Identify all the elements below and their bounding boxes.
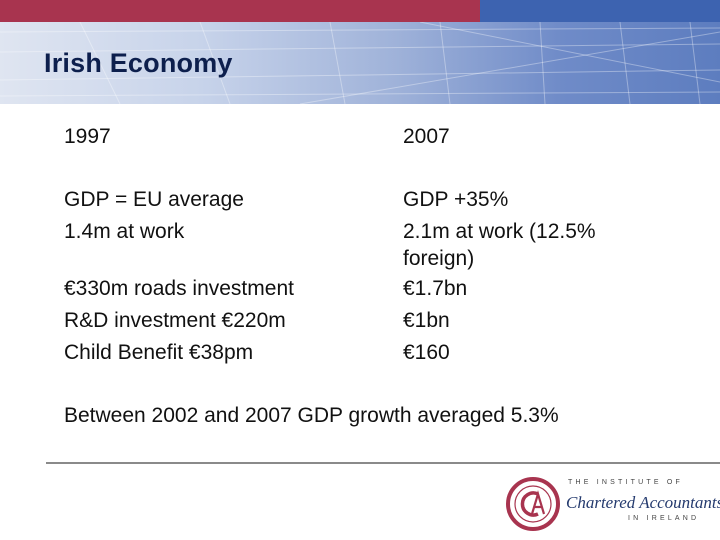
col1-child-benefit: Child Benefit €38pm [64,341,254,364]
col2-employment: 2.1m at work (12.5% [403,220,596,243]
institute-name: Chartered Accountants [566,493,720,512]
ca-monogram-icon [506,477,560,531]
col2-child-benefit: €160 [403,341,450,364]
header-grid-pattern [0,22,720,104]
col1-rd: R&D investment €220m [64,309,286,332]
col1-year: 1997 [64,125,111,148]
top-accent-bar-left [0,0,480,22]
footer-divider [46,462,720,464]
slide-header-banner: Irish Economy [0,22,720,104]
col2-employment-cont: foreign) [403,247,475,270]
col1-gdp: GDP = EU average [64,188,244,211]
col1-roads: €330m roads investment [64,277,294,300]
institute-top-text: THE INSTITUTE OF [568,479,683,486]
institute-bottom-text: IN IRELAND [628,515,700,522]
col2-roads: €1.7bn [403,277,468,300]
col2-gdp: GDP +35% [403,188,509,211]
col2-year: 2007 [403,125,450,148]
col1-employment: 1.4m at work [64,220,185,243]
page-title: Irish Economy [44,48,233,78]
summary-text: Between 2002 and 2007 GDP growth average… [64,404,559,427]
col2-rd: €1bn [403,309,450,332]
top-accent-bar-right [480,0,720,22]
